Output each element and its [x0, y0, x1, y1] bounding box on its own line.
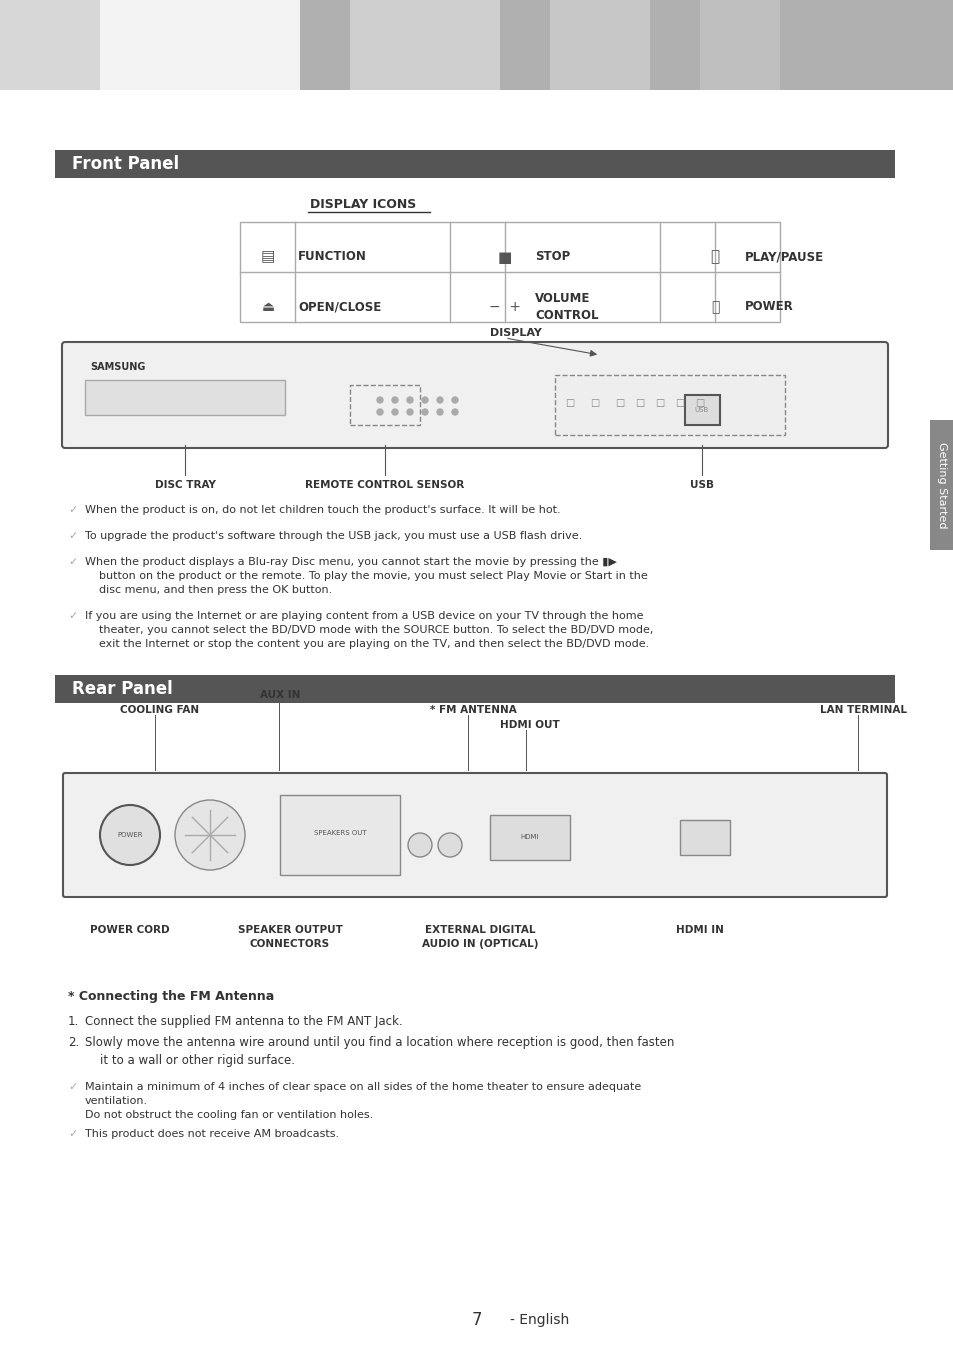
Text: Rear Panel: Rear Panel	[71, 680, 172, 699]
Circle shape	[452, 409, 457, 414]
Circle shape	[421, 409, 428, 414]
Text: □: □	[565, 398, 574, 408]
Text: Front Panel: Front Panel	[71, 154, 179, 173]
Text: HDMI: HDMI	[520, 834, 538, 839]
Bar	[490, 815, 569, 860]
Text: ✓: ✓	[68, 505, 77, 515]
Bar	[684, 395, 720, 425]
Bar	[555, 375, 784, 435]
Text: OPEN/CLOSE: OPEN/CLOSE	[297, 301, 381, 314]
Text: ✓: ✓	[68, 556, 77, 567]
FancyBboxPatch shape	[55, 676, 894, 703]
Text: 1.: 1.	[68, 1016, 79, 1028]
Text: POWER: POWER	[744, 301, 793, 314]
FancyBboxPatch shape	[350, 0, 499, 89]
Text: When the product displays a Blu-ray Disc menu, you cannot start the movie by pre: When the product displays a Blu-ray Disc…	[85, 556, 647, 594]
Text: FUNCTION: FUNCTION	[297, 250, 367, 264]
Text: Connect the supplied FM antenna to the FM ANT Jack.: Connect the supplied FM antenna to the F…	[85, 1016, 402, 1028]
Circle shape	[174, 800, 245, 871]
Text: USB: USB	[689, 481, 713, 490]
Text: If you are using the Internet or are playing content from a USB device on your T: If you are using the Internet or are pla…	[85, 611, 653, 649]
Text: □: □	[590, 398, 599, 408]
Text: LAN TERMINAL: LAN TERMINAL	[820, 705, 906, 715]
Text: DISC TRAY: DISC TRAY	[154, 481, 215, 490]
Text: PLAY/PAUSE: PLAY/PAUSE	[744, 250, 823, 264]
Text: AUX IN: AUX IN	[260, 691, 300, 700]
FancyBboxPatch shape	[55, 150, 894, 177]
FancyBboxPatch shape	[100, 0, 299, 89]
Text: □: □	[615, 398, 624, 408]
Bar	[679, 821, 729, 854]
Bar	[85, 380, 285, 414]
Circle shape	[407, 397, 413, 403]
Circle shape	[421, 397, 428, 403]
Text: DISPLAY ICONS: DISPLAY ICONS	[310, 199, 416, 211]
FancyBboxPatch shape	[929, 420, 953, 550]
Circle shape	[436, 409, 442, 414]
Text: EXTERNAL DIGITAL
AUDIO IN (OPTICAL): EXTERNAL DIGITAL AUDIO IN (OPTICAL)	[421, 925, 537, 949]
Text: STOP: STOP	[535, 250, 570, 264]
Text: ▤: ▤	[260, 249, 274, 264]
Circle shape	[407, 409, 413, 414]
FancyBboxPatch shape	[0, 0, 299, 89]
Text: −  +: − +	[489, 301, 520, 314]
Text: 2.: 2.	[68, 1036, 79, 1049]
Circle shape	[408, 833, 432, 857]
Text: □: □	[635, 398, 644, 408]
FancyBboxPatch shape	[0, 0, 953, 89]
Text: SAMSUNG: SAMSUNG	[90, 362, 145, 372]
FancyBboxPatch shape	[63, 773, 886, 896]
Text: □: □	[655, 398, 664, 408]
FancyBboxPatch shape	[550, 0, 649, 89]
Bar	[240, 222, 780, 322]
Text: To upgrade the product's software through the USB jack, you must use a USB flash: To upgrade the product's software throug…	[85, 531, 581, 542]
Circle shape	[376, 409, 382, 414]
Circle shape	[392, 397, 397, 403]
Text: USB: USB	[694, 408, 708, 413]
Text: Maintain a minimum of 4 inches of clear space on all sides of the home theater t: Maintain a minimum of 4 inches of clear …	[85, 1082, 640, 1120]
Circle shape	[436, 397, 442, 403]
Text: ■: ■	[497, 249, 512, 264]
Text: * Connecting the FM Antenna: * Connecting the FM Antenna	[68, 990, 274, 1003]
Text: ✓: ✓	[68, 611, 77, 621]
Text: ✓: ✓	[68, 1129, 77, 1139]
Text: □: □	[675, 398, 684, 408]
FancyBboxPatch shape	[62, 343, 887, 448]
Text: Getting Started: Getting Started	[936, 441, 946, 528]
Bar	[280, 795, 399, 875]
Circle shape	[392, 409, 397, 414]
Text: SPEAKER OUTPUT
CONNECTORS: SPEAKER OUTPUT CONNECTORS	[237, 925, 342, 949]
FancyBboxPatch shape	[700, 0, 780, 89]
Text: □: □	[695, 398, 704, 408]
Text: - English: - English	[510, 1313, 569, 1327]
Circle shape	[452, 397, 457, 403]
Text: DISPLAY: DISPLAY	[490, 328, 541, 338]
Text: VOLUME
CONTROL: VOLUME CONTROL	[535, 292, 598, 322]
Text: When the product is on, do not let children touch the product's surface. It will: When the product is on, do not let child…	[85, 505, 560, 515]
Text: POWER CORD: POWER CORD	[91, 925, 170, 936]
Text: SPEAKERS OUT: SPEAKERS OUT	[314, 830, 366, 835]
Text: ⏏: ⏏	[261, 301, 274, 314]
Text: This product does not receive AM broadcasts.: This product does not receive AM broadca…	[85, 1129, 338, 1139]
Text: ✓: ✓	[68, 1082, 77, 1091]
Circle shape	[376, 397, 382, 403]
Text: HDMI IN: HDMI IN	[676, 925, 723, 936]
Text: ⏻: ⏻	[710, 301, 719, 314]
Text: 7: 7	[471, 1311, 482, 1330]
Text: POWER: POWER	[117, 831, 143, 838]
Text: * FM ANTENNA: * FM ANTENNA	[430, 705, 517, 715]
Text: ✓: ✓	[68, 531, 77, 542]
Circle shape	[437, 833, 461, 857]
Text: ⏯: ⏯	[710, 249, 719, 264]
Text: Slowly move the antenna wire around until you find a location where reception is: Slowly move the antenna wire around unti…	[85, 1036, 674, 1067]
Circle shape	[100, 806, 160, 865]
Text: REMOTE CONTROL SENSOR: REMOTE CONTROL SENSOR	[305, 481, 464, 490]
Bar	[350, 385, 419, 425]
Text: COOLING FAN: COOLING FAN	[120, 705, 199, 715]
Text: HDMI OUT: HDMI OUT	[499, 720, 559, 730]
